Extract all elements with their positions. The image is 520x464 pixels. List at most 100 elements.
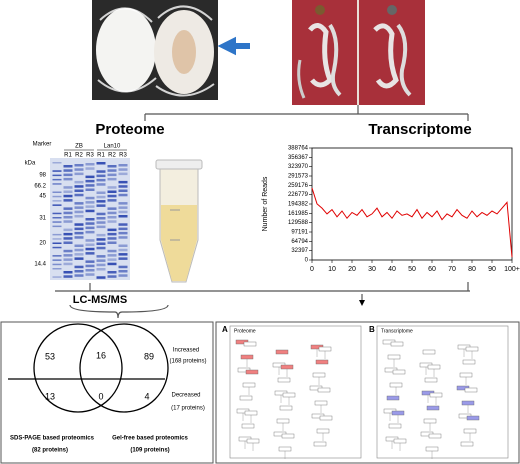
gel-band bbox=[52, 212, 62, 215]
venn-panel: 53 16 89 13 0 4 Increased (168 proteins)… bbox=[0, 321, 214, 464]
gel-band bbox=[118, 193, 128, 197]
x-tick-label: 40 bbox=[388, 266, 396, 273]
gel-band bbox=[107, 199, 117, 202]
gel-lane-label: R3 bbox=[119, 153, 127, 159]
pathway-node bbox=[427, 364, 441, 370]
gel-band bbox=[96, 246, 106, 250]
gel-band bbox=[52, 259, 62, 261]
pathway-node bbox=[465, 346, 479, 352]
gel-band bbox=[63, 254, 73, 257]
set-count: (82 proteins) bbox=[32, 448, 68, 454]
gel-band bbox=[85, 252, 95, 255]
tube bbox=[155, 159, 203, 283]
gel-band bbox=[63, 241, 73, 244]
arrow-head bbox=[359, 300, 365, 306]
y-tick-label: 64794 bbox=[291, 239, 308, 245]
x-tick-label: 100+ bbox=[504, 266, 520, 273]
pathway-node bbox=[244, 410, 258, 416]
gel-lane-label: R3 bbox=[86, 153, 94, 159]
gel-band bbox=[74, 236, 84, 239]
pathway-node bbox=[461, 400, 475, 406]
gel-band bbox=[107, 220, 117, 223]
gel-band bbox=[85, 188, 95, 191]
gel-band bbox=[118, 168, 128, 171]
gel-band bbox=[52, 263, 62, 266]
gel-band bbox=[85, 163, 95, 166]
gel-band bbox=[107, 249, 117, 253]
gel-band bbox=[85, 243, 95, 246]
line-chart: 0 32397 64794 97191 129588 161985 194382 226779… bbox=[262, 146, 520, 273]
gel-band bbox=[85, 184, 95, 187]
increased-count: (168 proteins) bbox=[169, 359, 206, 365]
gel-band bbox=[74, 168, 84, 171]
venn-circle bbox=[79, 323, 169, 413]
gel-band bbox=[118, 231, 128, 235]
gel-band bbox=[85, 260, 95, 263]
gel-band bbox=[52, 225, 62, 228]
gel-mw-label: 14.4 bbox=[34, 262, 46, 268]
gel-band bbox=[85, 209, 95, 213]
gel-band bbox=[74, 202, 84, 205]
gel-band bbox=[107, 241, 117, 244]
pathway-node bbox=[393, 438, 407, 444]
gel-band bbox=[96, 191, 106, 194]
pathway-node bbox=[424, 377, 438, 383]
gel-band bbox=[107, 194, 117, 198]
gel-band bbox=[74, 227, 84, 231]
gel-band bbox=[118, 215, 128, 218]
gel-band bbox=[52, 217, 62, 219]
pathway-node bbox=[391, 410, 405, 416]
gel-band bbox=[52, 183, 62, 185]
pathway-node bbox=[316, 428, 330, 434]
panel-label: A bbox=[222, 325, 228, 334]
gel-band bbox=[74, 180, 84, 184]
gel-band bbox=[63, 237, 73, 240]
pathway-node bbox=[387, 354, 401, 360]
gel-band bbox=[63, 220, 73, 223]
set-label: Gel-free based proteomics bbox=[112, 436, 188, 442]
gel-band bbox=[74, 248, 84, 252]
gel-band bbox=[74, 172, 84, 176]
venn-circle bbox=[33, 323, 123, 413]
gel-band bbox=[118, 172, 128, 176]
pathway-node bbox=[275, 349, 289, 355]
decreased-count: (17 proteins) bbox=[171, 406, 205, 412]
pathway-frame bbox=[229, 325, 362, 459]
gel-band bbox=[118, 236, 128, 239]
connector bbox=[55, 105, 470, 319]
pathway-node bbox=[241, 423, 255, 429]
gel-band bbox=[118, 274, 128, 277]
gel-band bbox=[63, 275, 73, 278]
gel-band bbox=[63, 190, 73, 193]
gel-band bbox=[74, 231, 84, 235]
gel-band bbox=[74, 185, 84, 188]
gel-band bbox=[118, 180, 128, 184]
gel-band bbox=[63, 228, 73, 232]
gel-band bbox=[63, 216, 73, 219]
gel-lane-label: R2 bbox=[75, 153, 83, 159]
gel-band bbox=[96, 200, 106, 203]
pathway-node bbox=[281, 433, 295, 439]
gel-band bbox=[52, 255, 62, 257]
gel-band bbox=[74, 265, 84, 269]
gel-mw-label: 66.2 bbox=[34, 184, 46, 190]
gel-band bbox=[85, 167, 95, 170]
gel-band bbox=[118, 189, 128, 192]
x-tick-label: 20 bbox=[348, 266, 356, 273]
gel-band bbox=[52, 174, 62, 177]
gel-band bbox=[96, 259, 106, 262]
gel-band bbox=[96, 204, 106, 207]
panel-title: Proteome bbox=[234, 328, 256, 334]
gel-band bbox=[74, 164, 84, 167]
pathway-node bbox=[386, 395, 400, 401]
pathway-node bbox=[279, 405, 293, 411]
pathway-node bbox=[280, 364, 294, 370]
gel-band bbox=[118, 244, 128, 247]
gel-band bbox=[63, 194, 73, 198]
gel-band bbox=[85, 201, 95, 204]
y-tick-label: 0 bbox=[305, 258, 309, 264]
y-tick-label: 32397 bbox=[291, 248, 308, 254]
venn-count: 53 bbox=[45, 351, 55, 361]
gel-band bbox=[96, 174, 106, 178]
